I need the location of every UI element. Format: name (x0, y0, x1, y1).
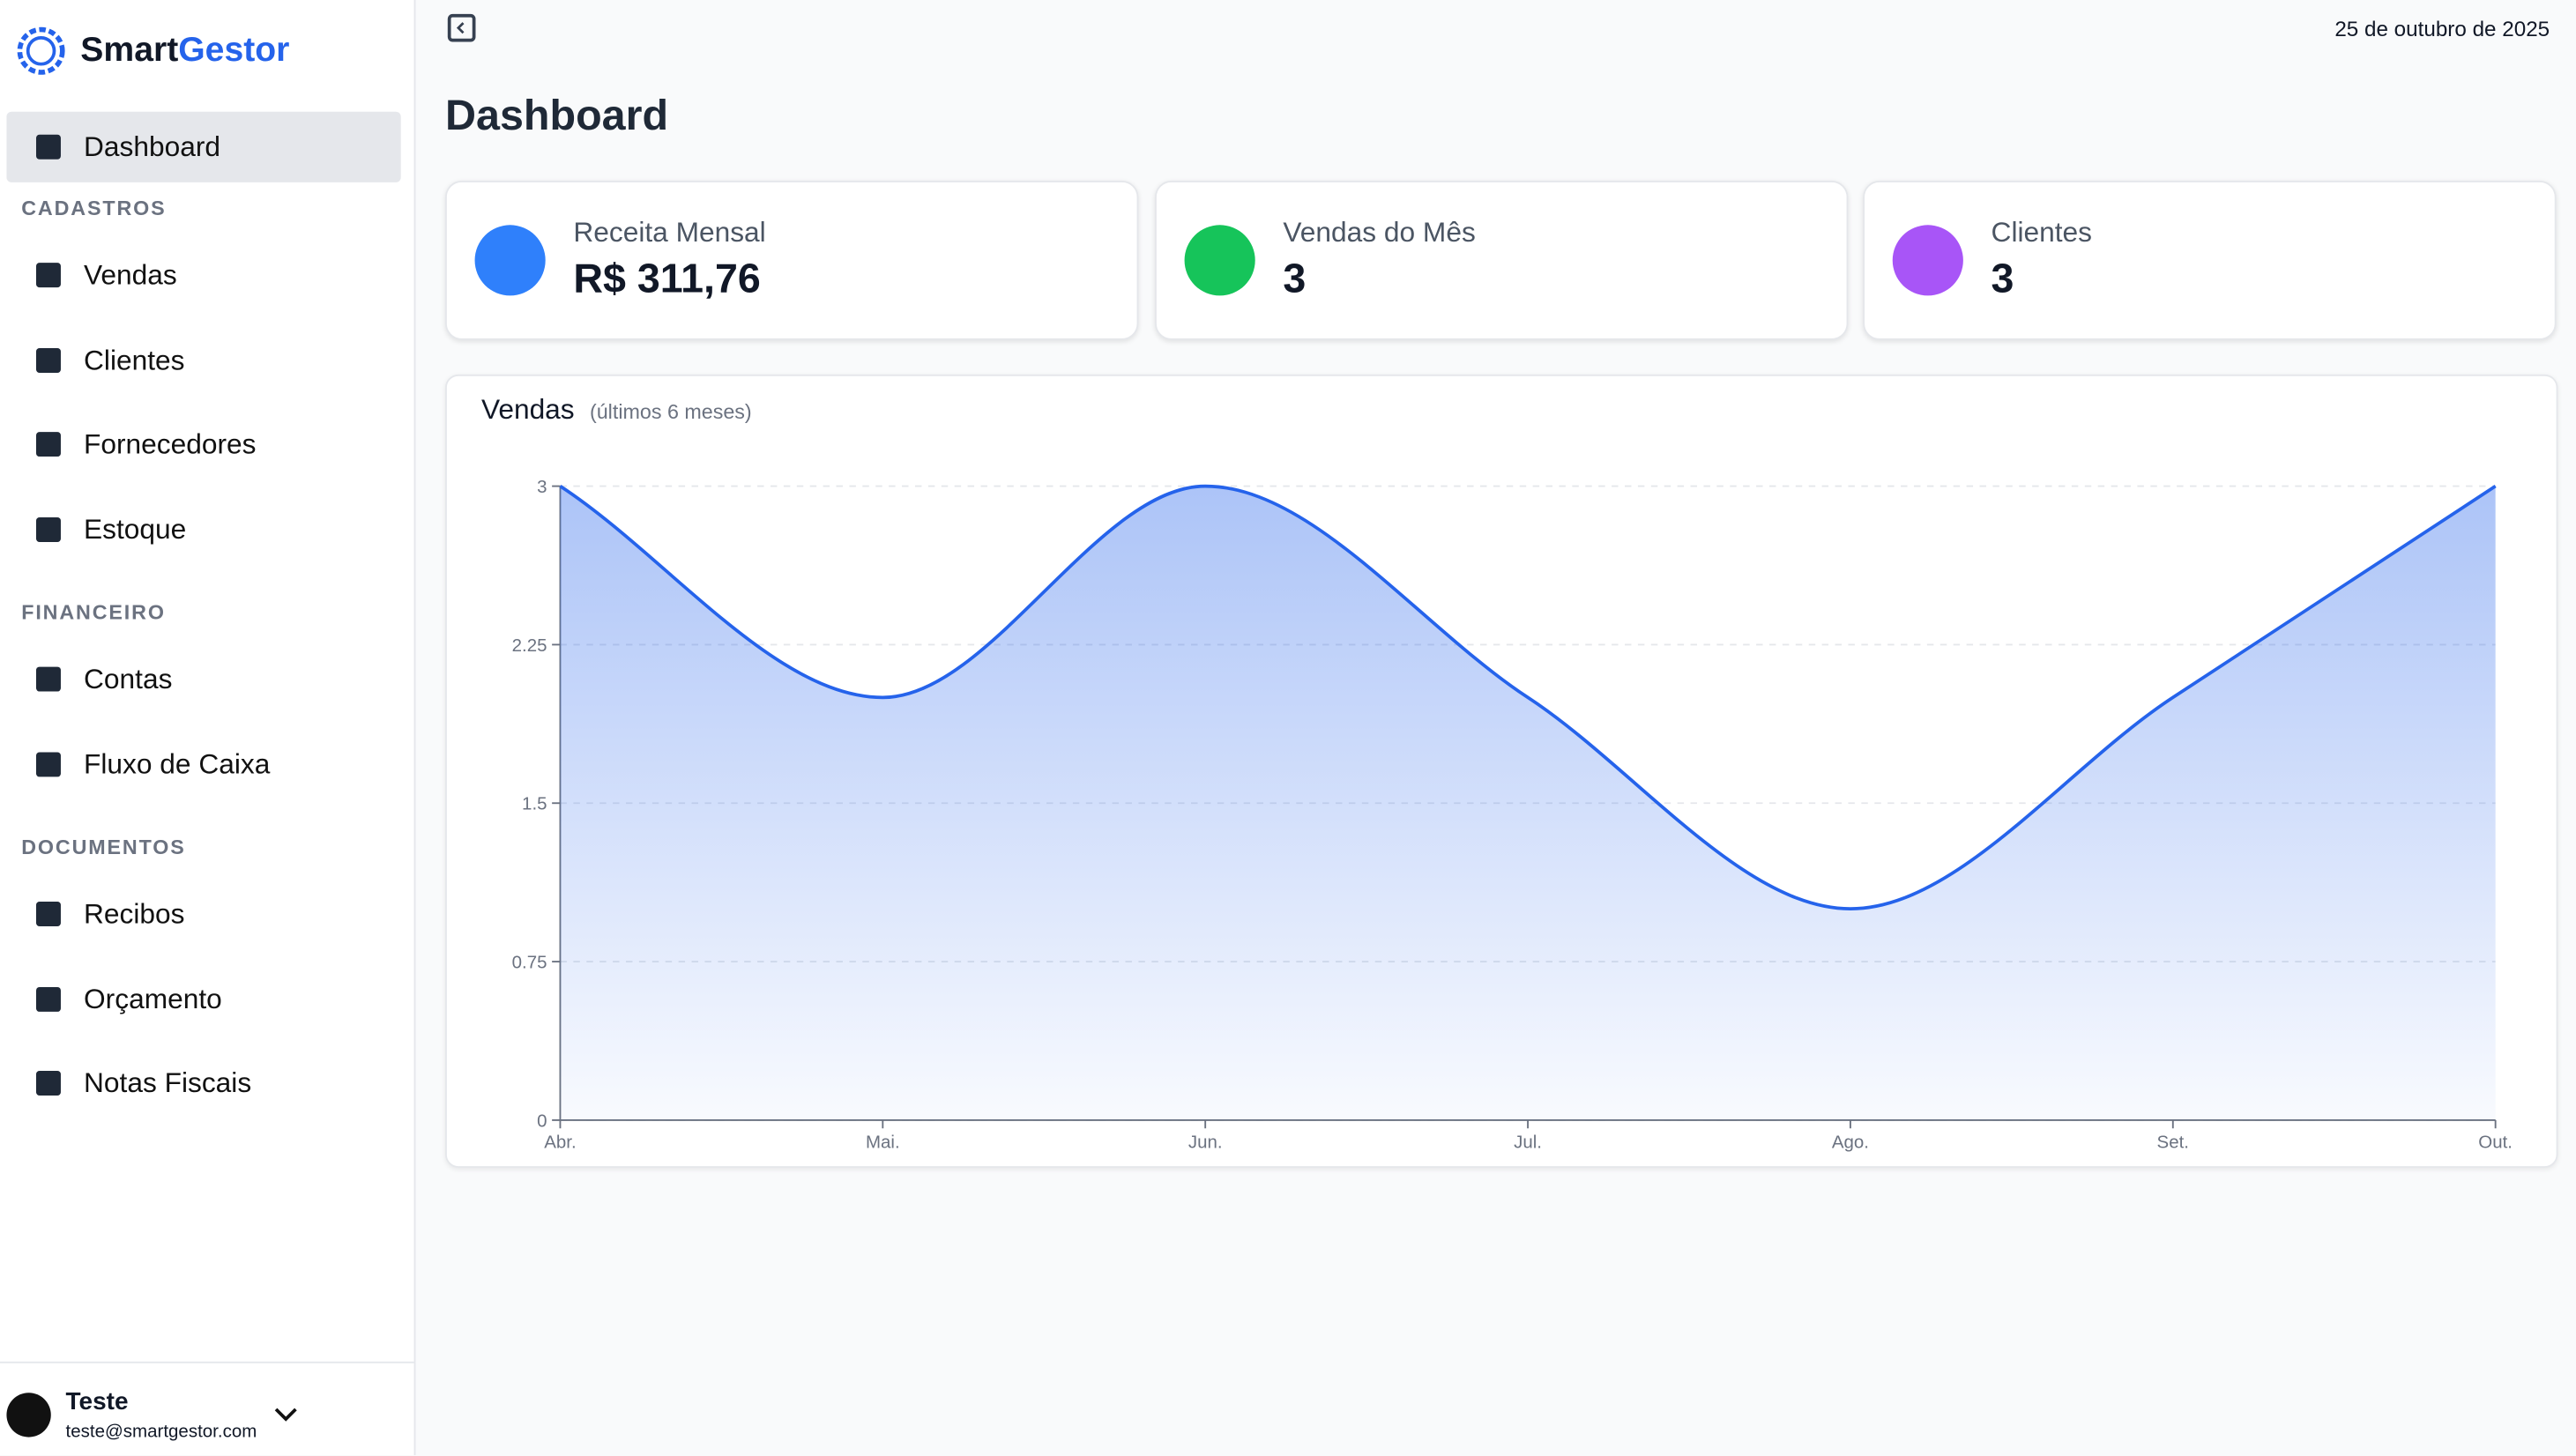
date: 25 de outubro de 2025 (2334, 16, 2550, 41)
nav-item[interactable]: Notas Fiscais (84, 1067, 252, 1099)
y-tick-label: 0.75 (512, 953, 547, 973)
chart: Vendas (últimos 6 meses) 0 0.75 1.5 2.25 3 Ab… (481, 393, 2513, 1153)
card-value: R$ 311,76 (573, 256, 761, 302)
card-value: 3 (1283, 256, 1307, 302)
brand-part: Smart (80, 31, 179, 70)
brand: SmartGestor (80, 31, 289, 71)
toggle-sidebar[interactable] (447, 13, 477, 43)
stat-card: Clientes 3 (1863, 180, 2557, 340)
avatar (6, 1393, 51, 1437)
nav-section: DOCUMENTOS (21, 836, 186, 859)
divider (0, 1361, 414, 1363)
sidebar: SmartGestor Dashboard CADASTROS Vendas Cli… (0, 0, 416, 1456)
card-label: Clientes (1991, 216, 2093, 249)
area (560, 486, 2496, 1120)
nav-item[interactable]: Contas (84, 663, 173, 695)
chevron[interactable] (272, 1404, 299, 1423)
chart-card: Vendas (últimos 6 meses) 0 0.75 1.5 2.25 3 Ab… (445, 374, 2558, 1168)
y-tick-label: 3 (537, 477, 547, 497)
nav-icon (35, 516, 61, 542)
brand-part: Gestor (178, 31, 290, 70)
nav-item[interactable]: Estoque (84, 513, 187, 545)
card-value: 3 (1991, 256, 2014, 302)
nav-icon (35, 134, 61, 160)
chart-subtitle: (últimos 6 meses) (590, 400, 752, 423)
logo-icon (17, 26, 65, 75)
nav-section: FINANCEIRO (21, 601, 166, 625)
user-name: Teste (65, 1387, 129, 1416)
card-icon (1892, 225, 1963, 296)
x-tick-label: Jun. (1188, 1133, 1223, 1153)
nav-icon (35, 432, 61, 457)
nav-item-active[interactable] (6, 111, 401, 182)
card-label: Vendas do Mês (1283, 216, 1476, 249)
x-tick-label: Set. (2157, 1133, 2189, 1153)
nav-icon (35, 986, 61, 1011)
card-icon (474, 225, 546, 296)
user-email: teste@smartgestor.com (65, 1422, 257, 1443)
nav-item[interactable]: Vendas (84, 259, 177, 291)
nav-icon (35, 751, 61, 776)
card-label: Receita Mensal (573, 216, 766, 249)
nav-icon (35, 263, 61, 288)
nav-icon (35, 1071, 61, 1096)
page-title: Dashboard (445, 90, 669, 140)
nav-item[interactable]: Orçamento (84, 983, 222, 1014)
y-tick-label: 1.5 (522, 794, 547, 814)
x-tick-label: Ago. (1832, 1133, 1869, 1153)
x-tick-label: Out. (2478, 1133, 2513, 1153)
nav-item[interactable]: Dashboard (84, 131, 221, 163)
x-tick-label: Mai. (866, 1133, 900, 1153)
nav-icon (35, 347, 61, 373)
nav-item[interactable]: Fluxo de Caixa (84, 747, 271, 780)
line (559, 484, 2497, 910)
nav-item[interactable]: Recibos (84, 898, 185, 930)
nav-item[interactable]: Fornecedores (84, 428, 257, 460)
x-tick-label: Jul. (1514, 1133, 1542, 1153)
nav-item[interactable]: Clientes (84, 344, 185, 375)
stat-card: Vendas do Mês 3 (1155, 180, 1849, 340)
y-tick-label: 2.25 (512, 635, 547, 656)
stat-card: Receita Mensal R$ 311,76 (445, 180, 1139, 340)
chart-title: Vendas (481, 393, 575, 425)
nav-section: CADASTROS (21, 197, 167, 220)
nav-icon (35, 666, 61, 692)
card-icon (1184, 225, 1255, 296)
x-tick-label: Abr. (544, 1133, 576, 1153)
y-tick-label: 0 (537, 1111, 547, 1131)
nav-icon (35, 902, 61, 927)
